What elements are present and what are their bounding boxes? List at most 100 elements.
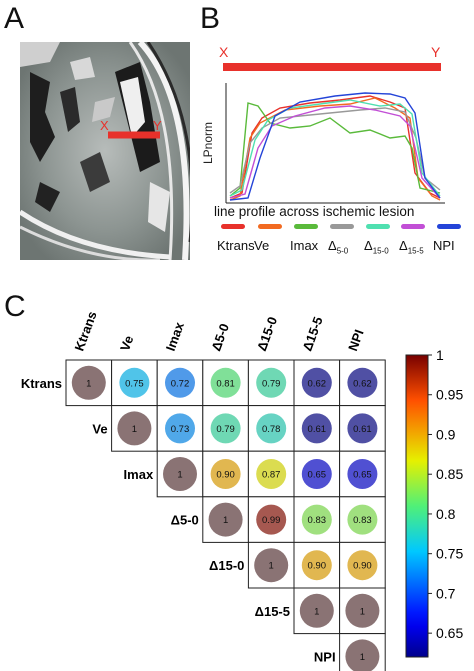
corr-value-2-6: 0.65 [353, 470, 372, 481]
corr-circle-1-4 [256, 413, 287, 444]
corr-circle-0-0 [71, 365, 106, 400]
colorbar-tick-label: 0.8 [436, 506, 456, 522]
corr-circle-2-4 [256, 459, 287, 489]
corr-circle-4-5 [301, 550, 332, 581]
corr-circle-0-5 [301, 367, 332, 398]
corr-value-0-5: 0.62 [308, 378, 327, 389]
colorbar-tick-label: 0.95 [436, 387, 463, 403]
corr-circle-0-1 [119, 367, 150, 398]
corr-circle-3-5 [301, 504, 332, 535]
corr-value-1-1: 1 [132, 424, 137, 435]
legend-swatch-3 [330, 224, 354, 229]
legend-label-5: Δ15-5 [399, 238, 424, 256]
legend-swatch-2 [294, 224, 318, 229]
row-label-2: Imax [124, 467, 154, 482]
legend-swatch-4 [366, 224, 390, 229]
panel-c-letter: C [4, 290, 26, 323]
corr-value-1-2: 0.73 [171, 424, 190, 435]
profile-line-6 [229, 92, 441, 201]
panel-a-letter: A [4, 2, 25, 35]
legend-swatch-6 [437, 224, 461, 229]
profile-lines [229, 92, 441, 201]
corr-value-4-4: 1 [269, 561, 274, 572]
profile-line-5 [229, 105, 441, 199]
corr-value-1-5: 0.61 [308, 424, 327, 435]
colorbar-tick-label: 0.7 [436, 585, 456, 601]
profile-line-4 [229, 99, 441, 197]
corr-value-5-5: 1 [314, 606, 319, 617]
corr-circle-3-6 [347, 504, 378, 535]
corr-value-4-6: 0.90 [353, 561, 372, 572]
colorbar-tick-label: 0.75 [436, 546, 463, 562]
corr-value-2-2: 1 [177, 470, 182, 481]
line-profile-chart: LPnorm [201, 83, 445, 204]
colorbar-tick-label: 0.9 [436, 426, 456, 442]
marker-y-a: Y [153, 118, 162, 133]
corr-circle-4-6 [347, 550, 378, 581]
corr-value-1-4: 0.78 [262, 424, 281, 435]
corr-circle-3-4 [256, 504, 287, 535]
corr-circle-5-6 [345, 593, 380, 628]
corr-value-0-3: 0.81 [216, 378, 235, 389]
legend-label-4: Δ15-0 [364, 238, 389, 256]
corr-circle-1-2 [165, 413, 195, 444]
colorbar [405, 354, 429, 658]
legend-label-2: Imax [290, 238, 319, 253]
legend-label-3: Δ5-0 [328, 238, 349, 256]
legend-swatch-1 [258, 224, 282, 229]
col-label-0: Ktrans [72, 309, 100, 353]
corr-circle-2-3 [210, 459, 241, 489]
col-label-2: Imax [163, 319, 187, 353]
panel-b-letter: B [200, 2, 221, 35]
legend-swatch-5 [401, 224, 425, 229]
corr-circle-0-4 [256, 367, 287, 398]
x-axis-label: line profile across ischemic lesion [214, 204, 415, 219]
corr-value-0-1: 0.75 [125, 378, 144, 389]
y-axis-label: LPnorm [201, 122, 215, 164]
corr-value-0-0: 1 [86, 378, 91, 389]
colorbar-tick-label: 1 [436, 347, 444, 363]
corr-circle-2-5 [301, 459, 332, 489]
corr-value-3-6: 0.83 [353, 515, 372, 526]
colorbar-tick-label: 0.85 [436, 466, 463, 482]
marker-x-b: X [219, 44, 229, 60]
profile-line-2 [229, 102, 441, 197]
legend-label-6: NPI [433, 238, 455, 253]
corr-circle-0-3 [210, 367, 241, 398]
corr-value-2-5: 0.65 [308, 470, 327, 481]
mri-image [20, 42, 190, 260]
corr-value-1-6: 0.61 [353, 424, 372, 435]
corr-value-6-6: 1 [360, 652, 365, 663]
col-label-6: NPI [345, 328, 367, 353]
corr-circle-2-6 [347, 459, 378, 489]
corr-circle-5-5 [299, 593, 334, 628]
corr-circle-3-3 [208, 502, 243, 537]
corr-value-2-3: 0.90 [216, 470, 235, 481]
corr-value-4-5: 0.90 [308, 561, 327, 572]
corr-value-2-4: 0.87 [262, 470, 281, 481]
col-label-4: Δ15-0 [254, 315, 280, 353]
profile-line-0 [229, 95, 441, 199]
corr-circle-6-6 [345, 639, 380, 671]
corr-circle-1-6 [347, 413, 378, 444]
row-label-6: NPI [314, 649, 336, 664]
corr-circle-2-2 [163, 457, 197, 491]
marker-y-b: Y [431, 44, 441, 60]
corr-circle-1-1 [117, 411, 152, 446]
corr-circle-4-4 [254, 548, 289, 583]
legend-label-0: Ktrans [217, 238, 255, 253]
correlation-matrix: Ktrans Ve Imax Δ5-0 Δ15-0 Δ15-5 NPI 1 0.75 0.72 0.… [21, 309, 463, 671]
profile-line-3 [229, 107, 441, 194]
corr-value-0-4: 0.79 [262, 378, 281, 389]
row-label-0: Ktrans [21, 376, 62, 391]
corr-value-3-3: 1 [223, 515, 228, 526]
row-label-3: Δ5-0 [171, 513, 199, 528]
marker-x-a: X [100, 118, 109, 133]
corr-circle-0-6 [347, 367, 378, 398]
corr-value-5-6: 1 [360, 606, 365, 617]
profile-line-1 [229, 97, 441, 201]
profile-bar [223, 63, 441, 71]
col-label-5: Δ15-5 [300, 315, 326, 353]
corr-value-0-2: 0.72 [171, 378, 190, 389]
row-label-1: Ve [92, 421, 107, 436]
